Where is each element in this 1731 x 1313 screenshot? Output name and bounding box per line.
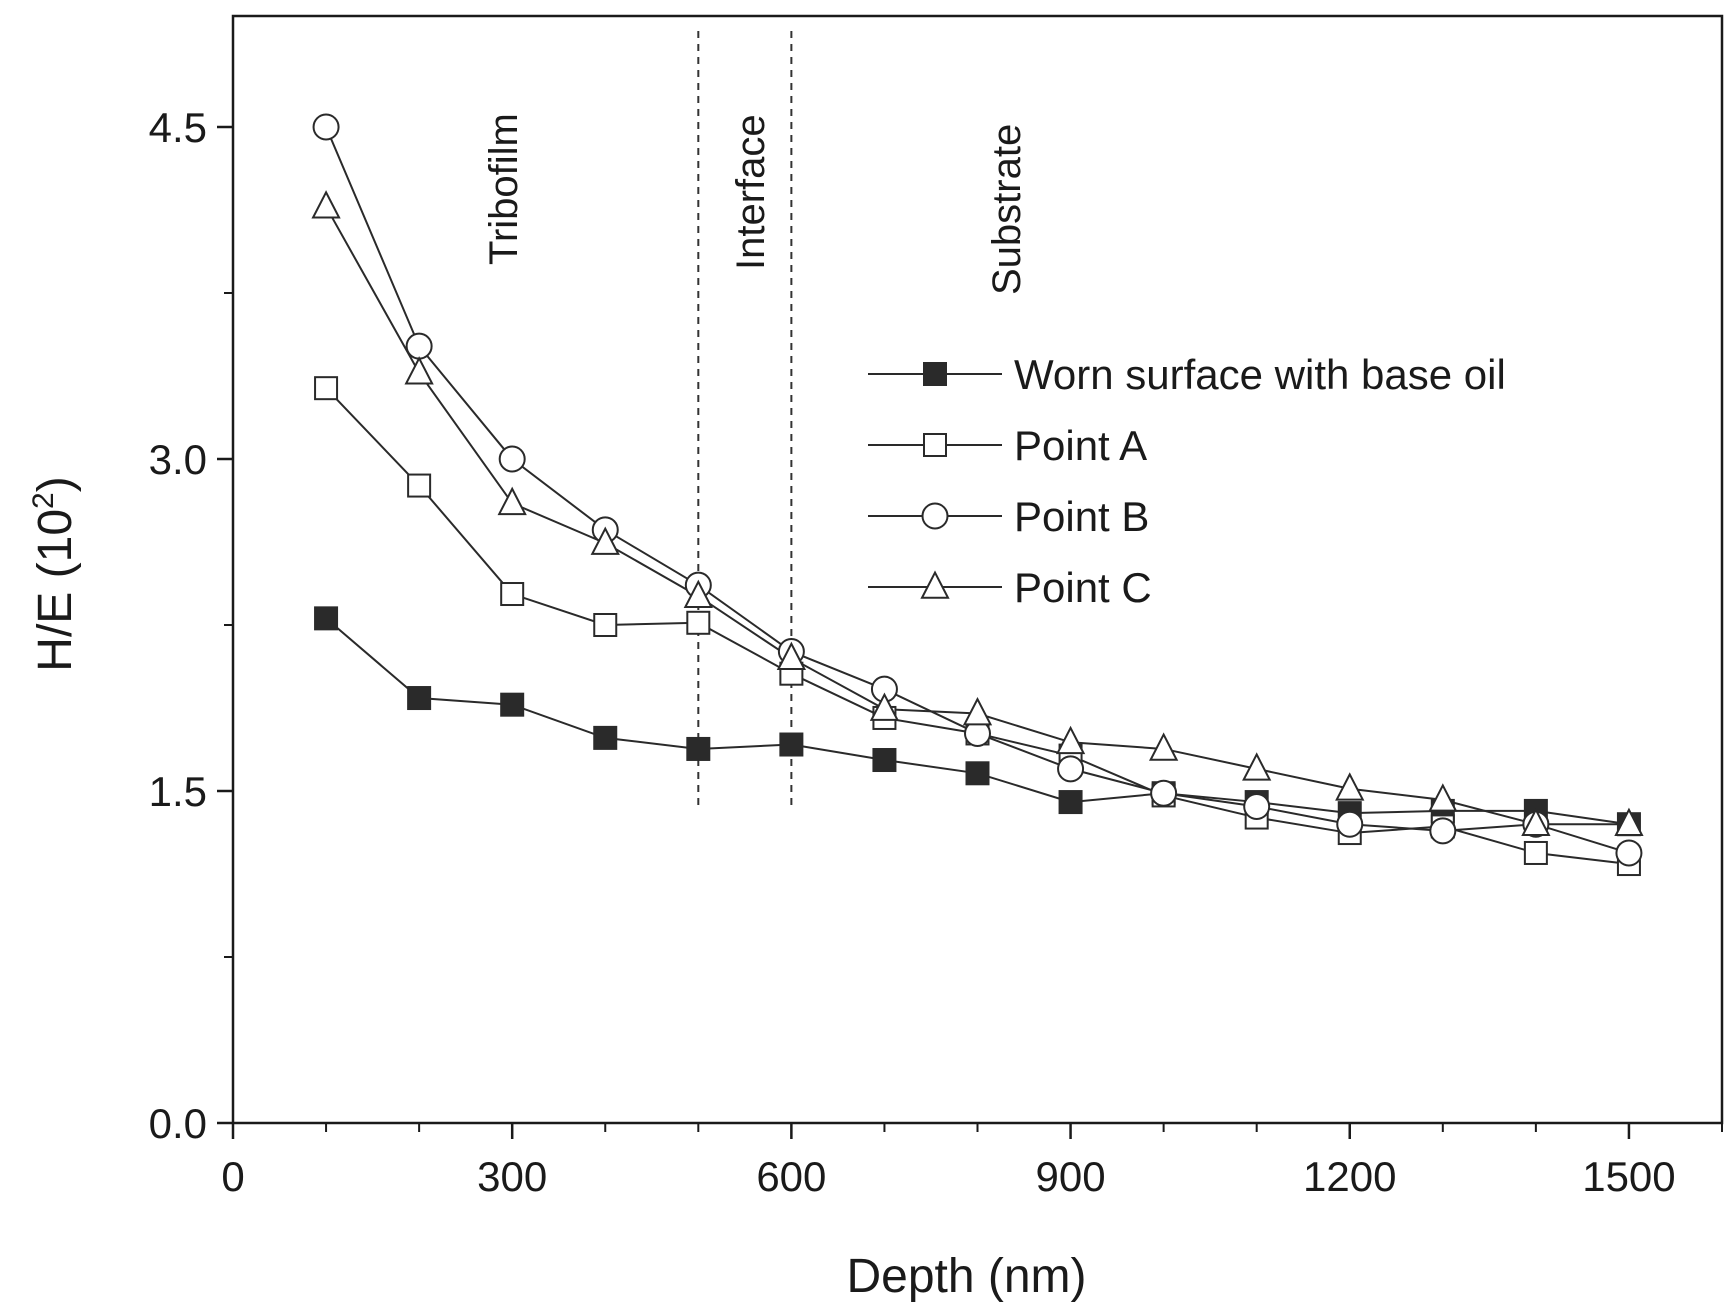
legend-label: Worn surface with base oil	[1014, 351, 1506, 398]
y-tick-label: 3.0	[149, 436, 207, 483]
region-label-substrate: Substrate	[985, 124, 1029, 295]
data-point-worn-surface-with-base-oil	[1058, 790, 1083, 815]
data-point-point-c	[1521, 807, 1551, 836]
data-point-worn-surface-with-base-oil	[965, 761, 990, 786]
data-point-point-c	[1242, 752, 1272, 781]
data-point-point-c	[404, 356, 434, 385]
data-point-point-b	[1057, 755, 1085, 783]
data-point-point-b	[1150, 779, 1178, 807]
legend-label: Point B	[1014, 493, 1149, 540]
legend-marker	[923, 433, 947, 457]
y-tick-label: 4.5	[149, 104, 207, 151]
legend-entry-point-c: Point C	[868, 564, 1152, 611]
y-tick-label: 0.0	[149, 1100, 207, 1147]
legend-entry-point-b: Point B	[868, 493, 1149, 540]
data-point-point-a	[500, 582, 525, 607]
x-tick-label: 0	[221, 1153, 244, 1200]
data-point-worn-surface-with-base-oil	[686, 736, 711, 761]
data-point-point-b	[1336, 810, 1364, 838]
series-markers-point-c	[311, 190, 1644, 836]
data-point-point-a	[686, 610, 711, 635]
data-point-point-c	[962, 696, 993, 726]
data-point-point-c	[1335, 772, 1365, 801]
y-axis-title-main: H/E (10	[29, 509, 82, 672]
data-point-worn-surface-with-base-oil	[500, 692, 525, 717]
data-point-point-c	[1614, 807, 1644, 836]
data-point-point-a	[407, 473, 432, 498]
legend-marker	[921, 502, 949, 530]
data-point-point-b	[312, 113, 340, 141]
data-point-point-c	[497, 486, 527, 516]
x-tick-label: 1200	[1303, 1153, 1396, 1200]
y-tick-label: 1.5	[149, 768, 207, 815]
y-axis-title-superscript: 2	[27, 492, 60, 509]
x-tick-label: 600	[756, 1153, 826, 1200]
data-point-point-b	[498, 445, 526, 473]
legend-label: Point C	[1014, 564, 1152, 611]
data-point-point-c	[1428, 783, 1458, 812]
data-point-point-c	[311, 190, 341, 219]
data-point-point-c	[1148, 732, 1179, 761]
data-point-worn-surface-with-base-oil	[407, 686, 432, 711]
y-axis-title: H/E (102)	[27, 476, 82, 671]
data-point-point-c	[1055, 725, 1086, 755]
data-point-worn-surface-with-base-oil	[593, 725, 618, 750]
legend-entry-worn-surface-with-base-oil: Worn surface with base oil	[868, 351, 1506, 398]
legend-label: Point A	[1014, 422, 1147, 469]
x-tick-label: 300	[477, 1153, 547, 1200]
region-label-interface: Interface	[729, 114, 773, 270]
data-point-point-c	[590, 526, 620, 555]
data-point-worn-surface-with-base-oil	[872, 748, 897, 773]
data-point-point-a	[593, 613, 618, 637]
data-point-point-b	[1429, 817, 1457, 845]
data-point-point-c	[683, 579, 713, 609]
x-axis-title: Depth (nm)	[846, 1250, 1086, 1303]
data-point-worn-surface-with-base-oil	[314, 606, 339, 631]
data-point-point-a	[1523, 840, 1548, 865]
data-point-point-b	[1243, 792, 1271, 820]
legend-marker	[923, 362, 947, 386]
y-axis-title-close: )	[29, 476, 82, 492]
data-point-worn-surface-with-base-oil	[779, 732, 804, 757]
legend-entry-point-a: Point A	[868, 422, 1147, 469]
data-point-point-b	[405, 332, 433, 360]
data-point-point-c	[776, 641, 807, 670]
plot-frame	[231, 14, 1724, 1125]
x-tick-label: 900	[1036, 1153, 1106, 1200]
region-label-tribofilm: Tribofilm	[482, 113, 526, 265]
data-point-point-c	[869, 692, 900, 721]
data-point-point-a	[314, 376, 339, 401]
data-point-point-b	[1615, 839, 1643, 867]
legend-marker	[920, 570, 950, 599]
x-tick-label: 1500	[1582, 1153, 1675, 1200]
